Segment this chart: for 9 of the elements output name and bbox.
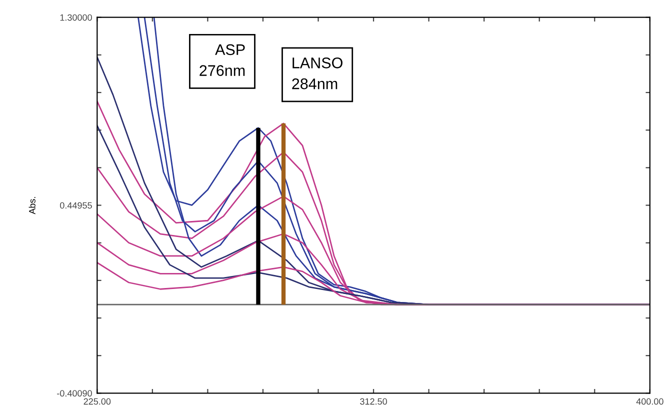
y-tick-label: 1.30000 bbox=[60, 14, 92, 21]
x-tick-label: 225.00 bbox=[84, 398, 111, 405]
y-axis-title: Abs. bbox=[28, 197, 36, 214]
ref-line-label: LANSO 284nm bbox=[292, 58, 342, 90]
x-tick-label: 400.00 bbox=[636, 398, 664, 405]
x-tick-label: 312.50 bbox=[360, 398, 387, 405]
y-tick-label: 0.44955 bbox=[60, 202, 92, 209]
y-tick-label: -0.40090 bbox=[57, 390, 92, 397]
ref-line-label: ASP 276nm bbox=[200, 44, 245, 76]
